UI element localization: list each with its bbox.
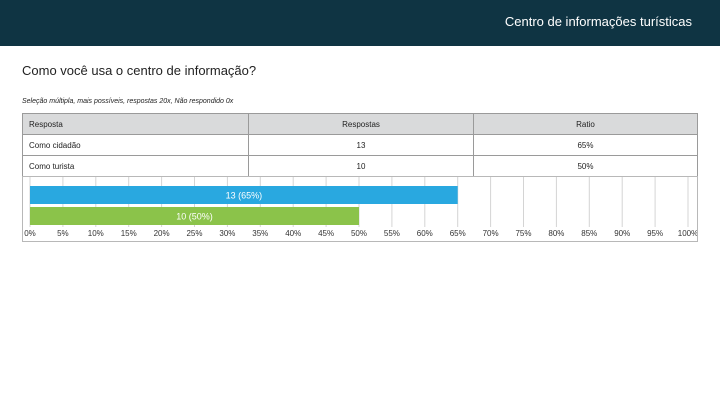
answer-cell: Como cidadão: [22, 134, 249, 156]
x-tick-label: 55%: [384, 229, 400, 238]
bar-data-label: 13 (65%): [226, 191, 263, 201]
bar-data-label: 10 (50%): [176, 212, 213, 222]
x-tick-label: 30%: [219, 229, 235, 238]
x-tick-label: 15%: [121, 229, 137, 238]
ratio-cell: 65%: [473, 134, 698, 156]
x-tick-label: 100%: [678, 229, 698, 238]
column-header-ratio: Ratio: [473, 113, 698, 135]
app-header: Centro de informações turísticas: [0, 0, 720, 46]
table-row: Como cidadão 13 65%: [22, 134, 698, 156]
bar-chart: 0% 5% 10% 15% 20% 25% 30% 35% 40% 45% 50% 55% 60% 65%…: [22, 176, 698, 242]
ratio-cell: 50%: [473, 155, 698, 177]
x-tick-label: 10%: [88, 229, 104, 238]
x-tick-label: 80%: [548, 229, 564, 238]
response-summary: Seleção múltipla, mais possíveis, respos…: [22, 98, 234, 105]
bar: [30, 207, 359, 225]
column-header-answer: Resposta: [22, 113, 249, 135]
x-tick-label: 85%: [581, 229, 597, 238]
x-tick-label: 5%: [57, 229, 69, 238]
x-tick-label: 20%: [154, 229, 170, 238]
x-tick-label: 45%: [318, 229, 334, 238]
bar: [30, 186, 458, 204]
x-tick-label: 95%: [647, 229, 663, 238]
table-row: Como turista 10 50%: [22, 155, 698, 177]
results-table: Resposta Respostas Ratio Como cidadão 13…: [22, 113, 698, 177]
x-tick-label: 0%: [24, 229, 36, 238]
x-tick-label: 65%: [450, 229, 466, 238]
bar-chart-svg: 0% 5% 10% 15% 20% 25% 30% 35% 40% 45% 50% 55% 60% 65%…: [24, 177, 698, 238]
table-header-row: Resposta Respostas Ratio: [22, 113, 698, 135]
answer-cell: Como turista: [22, 155, 249, 177]
question-title: Como você usa o centro de informação?: [22, 63, 257, 78]
x-tick-label: 25%: [186, 229, 202, 238]
x-tick-label: 35%: [252, 229, 268, 238]
x-tick-label: 70%: [483, 229, 499, 238]
x-tick-label: 75%: [515, 229, 531, 238]
x-tick-label: 50%: [351, 229, 367, 238]
count-cell: 10: [248, 155, 474, 177]
x-tick-label: 40%: [285, 229, 301, 238]
x-tick-label: 90%: [614, 229, 630, 238]
app-title: Centro de informações turísticas: [504, 14, 692, 29]
column-header-count: Respostas: [248, 113, 474, 135]
x-tick-label: 60%: [417, 229, 433, 238]
count-cell: 13: [248, 134, 474, 156]
